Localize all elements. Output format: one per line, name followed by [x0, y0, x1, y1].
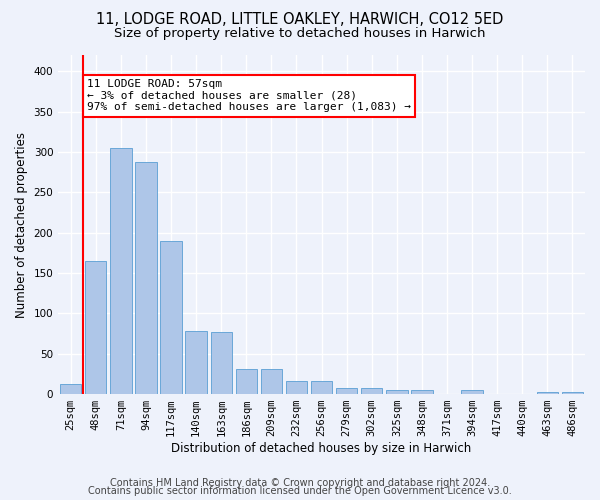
Y-axis label: Number of detached properties: Number of detached properties	[15, 132, 28, 318]
Bar	[361, 388, 382, 394]
Bar	[461, 390, 483, 394]
Bar	[211, 332, 232, 394]
Text: 11 LODGE ROAD: 57sqm
← 3% of detached houses are smaller (28)
97% of semi-detach: 11 LODGE ROAD: 57sqm ← 3% of detached ho…	[87, 79, 411, 112]
Bar	[60, 384, 82, 394]
Bar	[185, 331, 207, 394]
Bar	[336, 388, 358, 394]
X-axis label: Distribution of detached houses by size in Harwich: Distribution of detached houses by size …	[172, 442, 472, 455]
Bar	[136, 162, 157, 394]
Bar	[261, 369, 282, 394]
Text: Size of property relative to detached houses in Harwich: Size of property relative to detached ho…	[114, 28, 486, 40]
Bar	[85, 261, 106, 394]
Text: 11, LODGE ROAD, LITTLE OAKLEY, HARWICH, CO12 5ED: 11, LODGE ROAD, LITTLE OAKLEY, HARWICH, …	[97, 12, 503, 28]
Bar	[386, 390, 407, 394]
Text: Contains HM Land Registry data © Crown copyright and database right 2024.: Contains HM Land Registry data © Crown c…	[110, 478, 490, 488]
Bar	[110, 148, 131, 394]
Bar	[236, 369, 257, 394]
Bar	[286, 381, 307, 394]
Bar	[411, 390, 433, 394]
Bar	[311, 381, 332, 394]
Bar	[537, 392, 558, 394]
Bar	[562, 392, 583, 394]
Bar	[160, 240, 182, 394]
Text: Contains public sector information licensed under the Open Government Licence v3: Contains public sector information licen…	[88, 486, 512, 496]
